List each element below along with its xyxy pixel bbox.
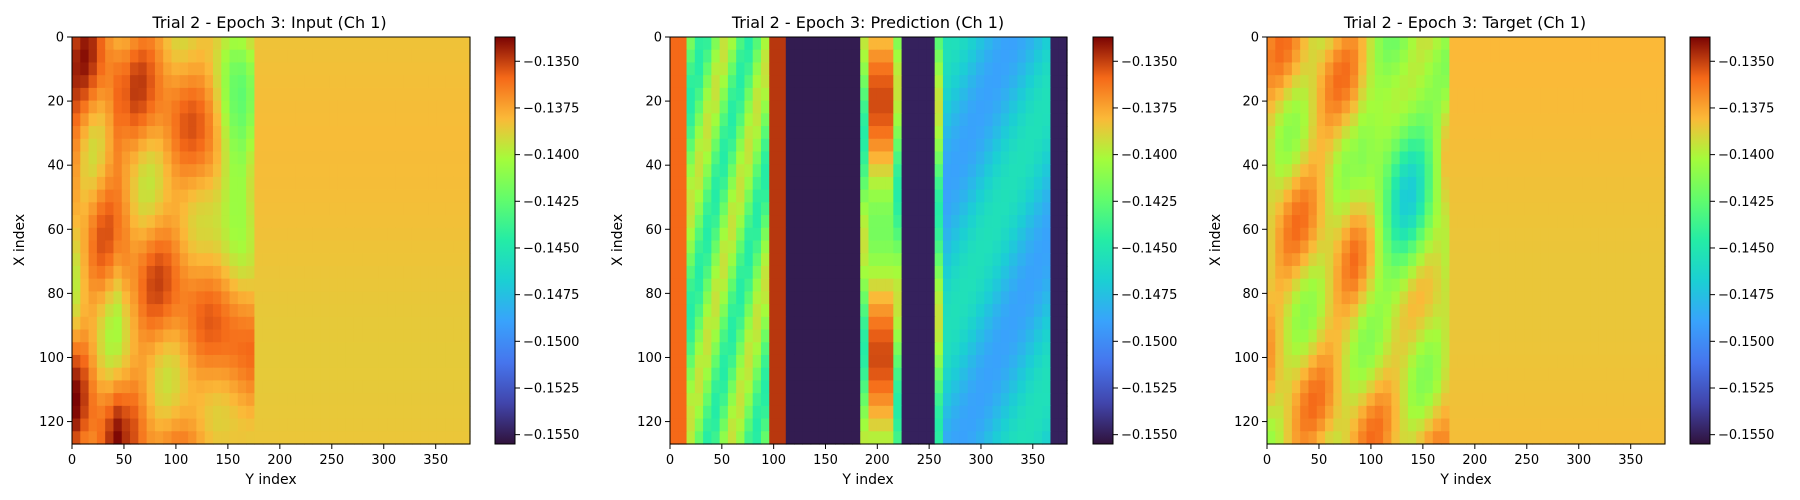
- colorbar-tick-label: −0.1500: [1718, 335, 1774, 350]
- panel-title: Trial 2 - Epoch 3: Input (Ch 1): [151, 13, 386, 32]
- x-tick-label: 150: [215, 453, 240, 468]
- colorbar-tick-label: −0.1375: [1121, 101, 1177, 116]
- x-tick-label: 350: [1618, 453, 1643, 468]
- heatmap-image: [1267, 37, 1666, 445]
- y-tick-label: 20: [1242, 95, 1259, 110]
- colorbar-tick-label: −0.1425: [523, 195, 579, 210]
- colorbar-tick-label: −0.1375: [523, 101, 579, 116]
- colorbar-tick-label: −0.1500: [523, 335, 579, 350]
- y-tick-label: 80: [1242, 287, 1259, 302]
- x-tick-label: 100: [164, 453, 189, 468]
- x-tick-label: 300: [371, 453, 396, 468]
- colorbar-tick-label: −0.1525: [1718, 381, 1774, 396]
- plot-frame: [71, 36, 471, 445]
- panel-title: Trial 2 - Epoch 3: Prediction (Ch 1): [731, 13, 1004, 32]
- x-tick-label: 150: [1410, 453, 1435, 468]
- x-tick-label: 150: [813, 453, 838, 468]
- x-axis-label: Y index: [244, 472, 296, 488]
- y-tick-label: 100: [39, 351, 64, 366]
- x-tick-label: 0: [666, 453, 674, 468]
- plot-frame: [669, 36, 1068, 445]
- x-tick-label: 200: [267, 453, 292, 468]
- y-tick-label: 60: [1242, 223, 1259, 238]
- y-tick-label: 20: [47, 95, 64, 110]
- colorbar: [494, 36, 516, 445]
- colorbar-tick-label: −0.1400: [1718, 148, 1774, 163]
- panel-title: Trial 2 - Epoch 3: Target (Ch 1): [1343, 13, 1586, 32]
- x-tick-label: 350: [1020, 453, 1045, 468]
- colorbar-tick-label: −0.1475: [523, 288, 579, 303]
- y-axis-label: X index: [12, 214, 28, 266]
- x-tick-label: 300: [1566, 453, 1591, 468]
- colorbar-tick-label: −0.1425: [1121, 195, 1177, 210]
- heatmap-image: [72, 37, 471, 445]
- colorbar-tick-label: −0.1450: [1718, 241, 1774, 256]
- colorbar-tick-label: −0.1450: [1121, 241, 1177, 256]
- x-tick-label: 50: [714, 453, 731, 468]
- plot-frame: [1266, 36, 1666, 445]
- x-tick-label: 200: [1462, 453, 1487, 468]
- panel-input: Trial 2 - Epoch 3: Input (Ch 1) 0 50 100 15…: [12, 13, 579, 488]
- colorbar-tick-label: −0.1475: [1121, 288, 1177, 303]
- x-tick-label: 350: [423, 453, 448, 468]
- x-tick-label: 250: [319, 453, 344, 468]
- x-tick-label: 50: [116, 453, 133, 468]
- colorbar-tick-label: −0.1350: [1121, 55, 1177, 70]
- colorbar-tick-label: −0.1550: [523, 428, 579, 443]
- y-tick-label: 80: [47, 287, 64, 302]
- colorbar-tick-label: −0.1400: [1121, 148, 1177, 163]
- colorbar-tick-label: −0.1525: [1121, 381, 1177, 396]
- x-tick-label: 100: [761, 453, 786, 468]
- y-axis-label: X index: [610, 214, 626, 266]
- colorbar-tick-label: −0.1400: [523, 148, 579, 163]
- y-tick-label: 100: [637, 351, 662, 366]
- y-tick-label: 0: [1251, 31, 1259, 46]
- colorbar-tick-label: −0.1550: [1718, 428, 1774, 443]
- x-tick-label: 100: [1359, 453, 1384, 468]
- x-tick-label: 250: [917, 453, 942, 468]
- y-tick-label: 100: [1234, 351, 1259, 366]
- panel-target: Trial 2 - Epoch 3: Target (Ch 1) 0 50 100 1…: [1208, 13, 1774, 488]
- colorbar-tick-label: −0.1350: [523, 55, 579, 70]
- x-tick-label: 250: [1514, 453, 1539, 468]
- colorbar-tick-label: −0.1375: [1718, 101, 1774, 116]
- y-tick-label: 40: [47, 159, 64, 174]
- y-tick-label: 40: [645, 159, 662, 174]
- y-tick-label: 60: [645, 223, 662, 238]
- y-tick-label: 40: [1242, 159, 1259, 174]
- y-tick-label: 60: [47, 223, 64, 238]
- y-tick-label: 120: [39, 415, 64, 430]
- colorbar-tick-label: −0.1350: [1718, 55, 1774, 70]
- colorbar-tick-label: −0.1550: [1121, 428, 1177, 443]
- panel-prediction: Trial 2 - Epoch 3: Prediction (Ch 1) 0 50…: [610, 13, 1177, 488]
- x-axis-label: Y index: [1439, 472, 1491, 488]
- colorbar: [1689, 36, 1711, 445]
- x-axis-label: Y index: [841, 472, 893, 488]
- x-tick-label: 0: [68, 453, 76, 468]
- colorbar-tick-label: −0.1450: [523, 241, 579, 256]
- y-tick-label: 80: [645, 287, 662, 302]
- y-tick-label: 0: [654, 31, 662, 46]
- y-tick-label: 120: [637, 415, 662, 430]
- colorbar-tick-label: −0.1425: [1718, 195, 1774, 210]
- y-tick-label: 120: [1234, 415, 1259, 430]
- colorbar: [1092, 36, 1114, 445]
- y-tick-label: 20: [645, 95, 662, 110]
- colorbar-tick-label: −0.1475: [1718, 288, 1774, 303]
- y-tick-label: 0: [56, 31, 64, 46]
- colorbar-tick-label: −0.1500: [1121, 335, 1177, 350]
- x-tick-label: 200: [865, 453, 890, 468]
- x-tick-label: 50: [1311, 453, 1328, 468]
- y-axis-label: X index: [1208, 214, 1224, 266]
- heatmap-image: [670, 37, 1068, 445]
- colorbar-tick-label: −0.1525: [523, 381, 579, 396]
- x-tick-label: 300: [969, 453, 994, 468]
- x-tick-label: 0: [1263, 453, 1271, 468]
